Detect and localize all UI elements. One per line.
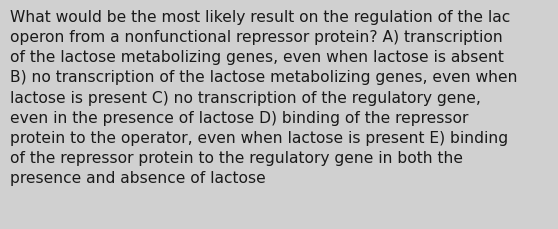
Text: What would be the most likely result on the regulation of the lac
operon from a : What would be the most likely result on … <box>10 10 517 185</box>
